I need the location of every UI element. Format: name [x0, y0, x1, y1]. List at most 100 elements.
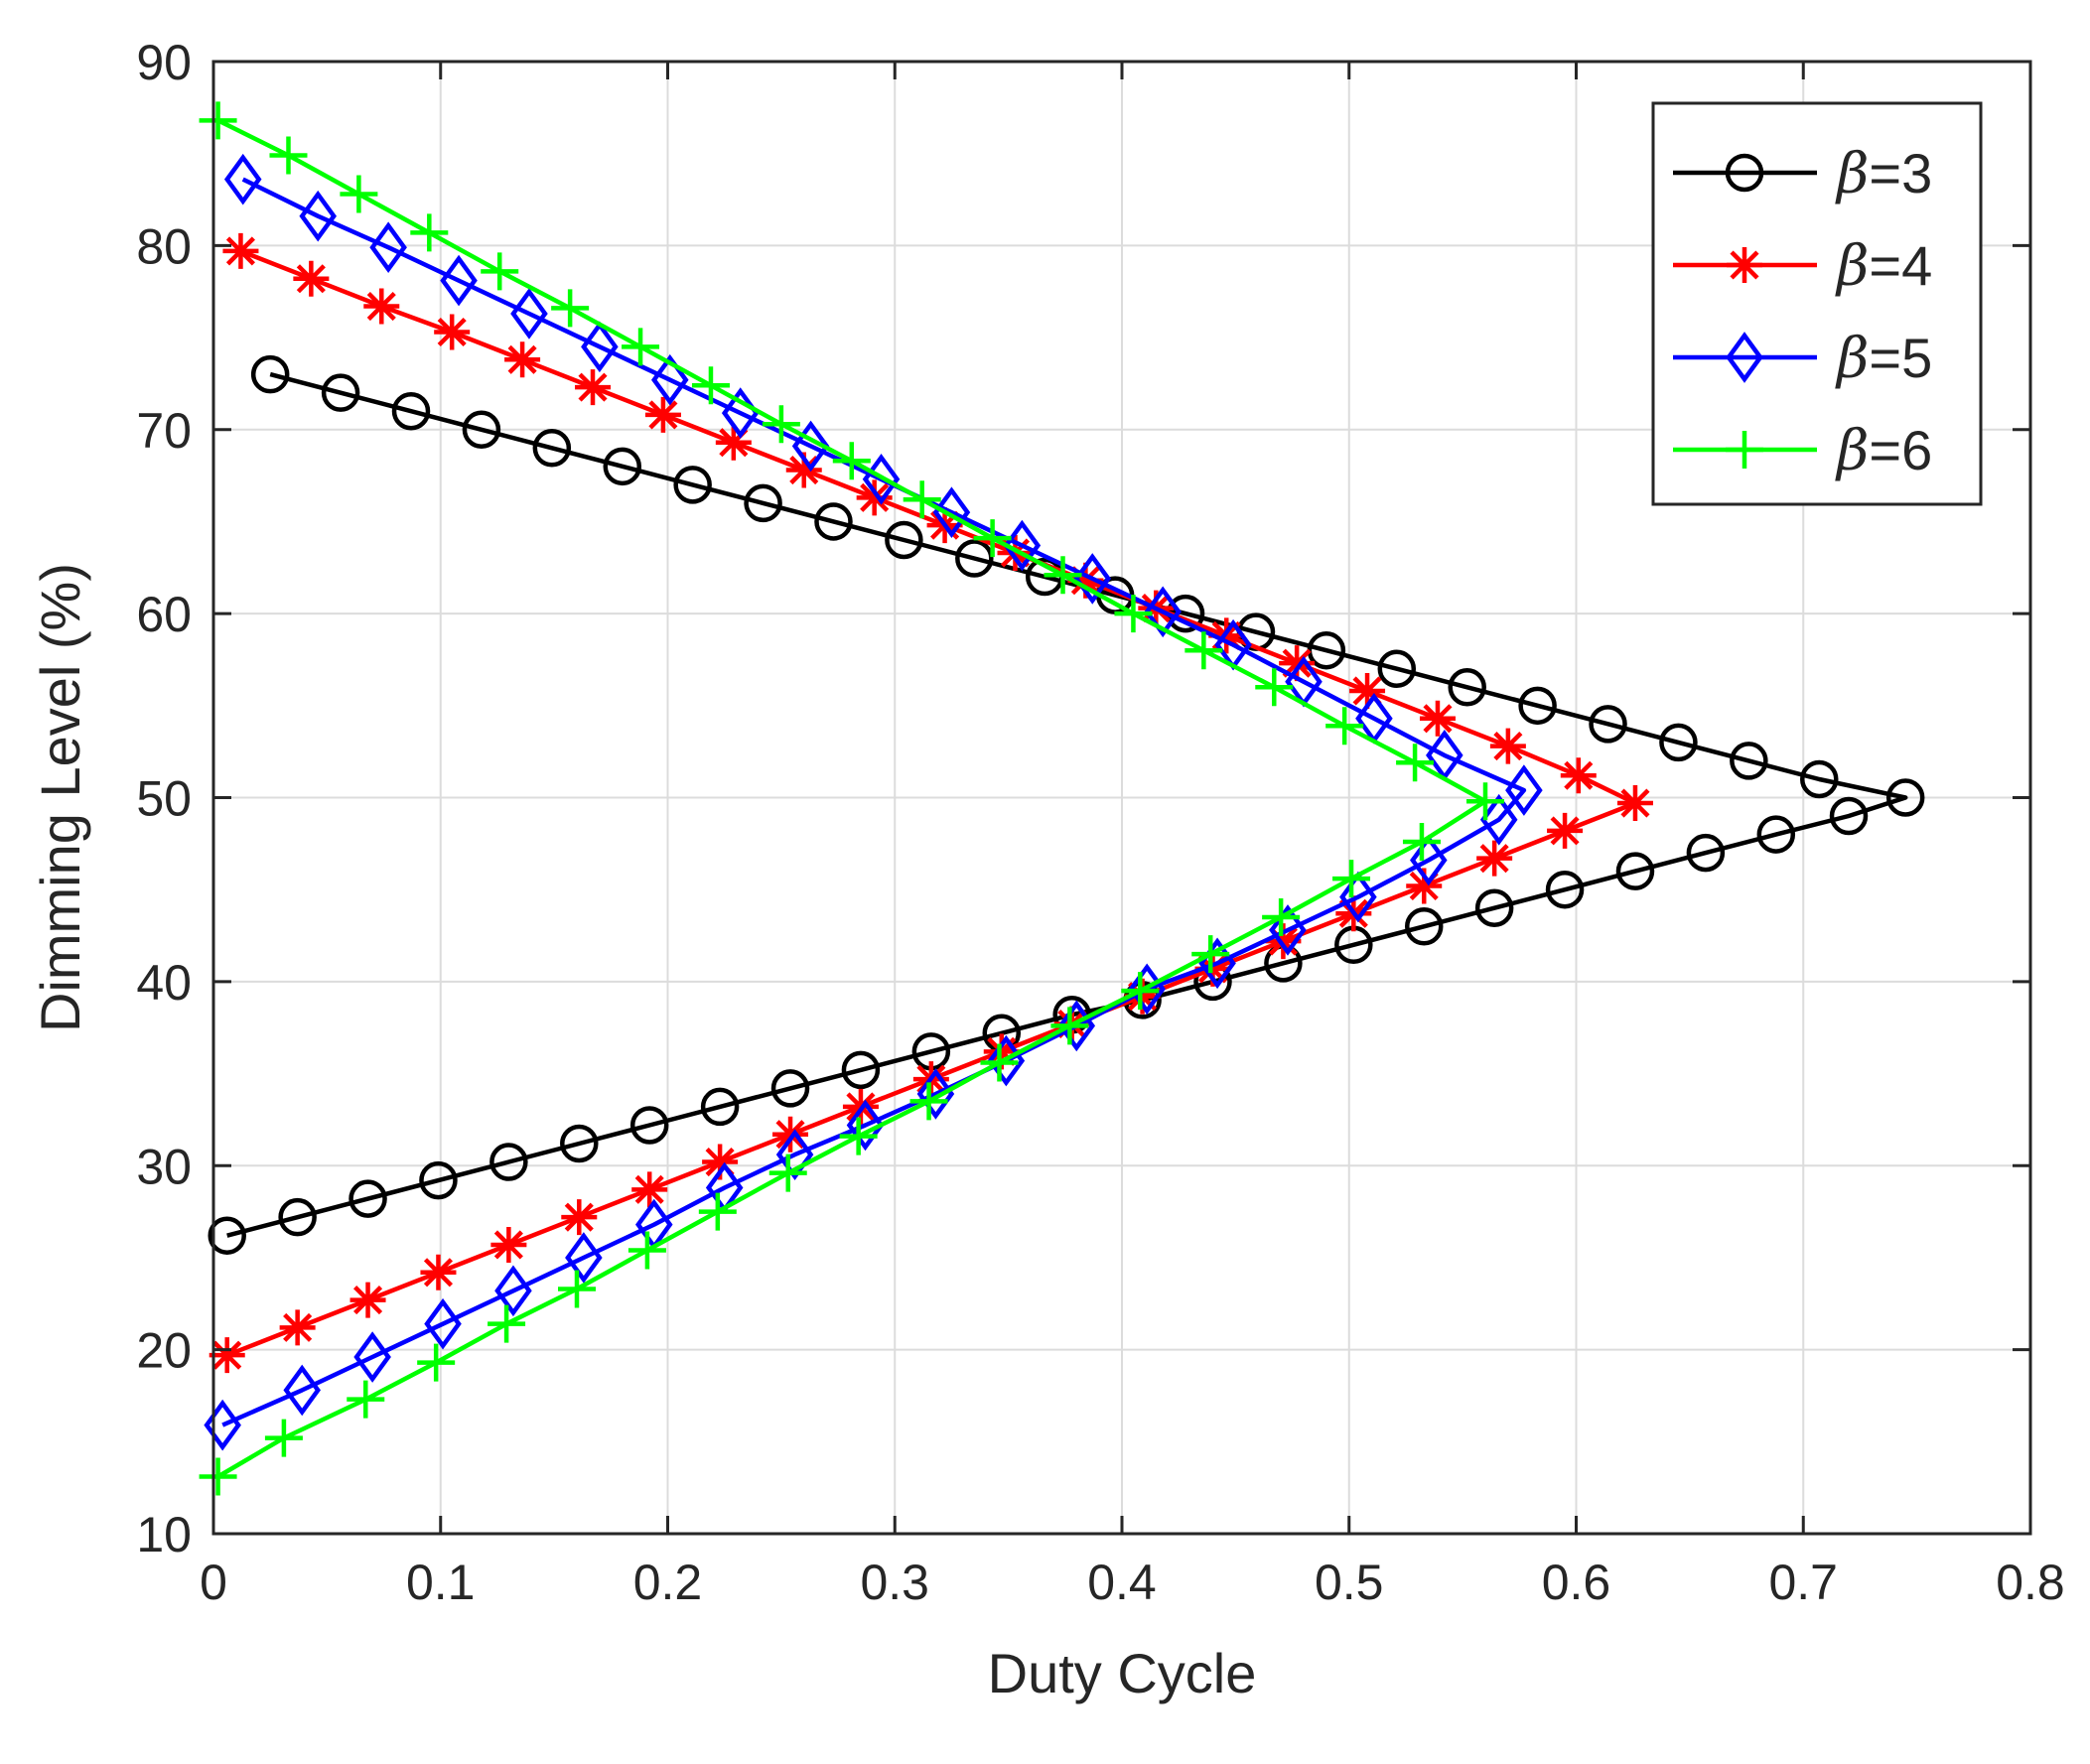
data-point — [698, 1192, 737, 1231]
data-point — [1466, 782, 1504, 821]
data-point — [481, 252, 519, 291]
data-point — [791, 420, 830, 473]
x-tick-label: 0.8 — [1996, 1555, 2065, 1610]
data-point — [983, 1033, 1020, 1070]
series-beta-6 — [199, 101, 1504, 1496]
x-tick-label: 0.2 — [633, 1555, 703, 1610]
data-point — [856, 479, 893, 516]
series-line — [226, 371, 1908, 1238]
data-point — [269, 136, 308, 175]
data-point — [279, 1309, 316, 1346]
data-point — [204, 1399, 241, 1451]
y-axis-title: Dimming Level (%) — [29, 563, 91, 1032]
data-point — [1067, 562, 1104, 599]
x-tick-label: 0.1 — [406, 1555, 476, 1610]
data-point — [1756, 815, 1796, 854]
data-point — [321, 373, 360, 412]
data-point — [1725, 153, 1764, 193]
data-point — [1505, 764, 1543, 816]
data-point — [223, 153, 262, 205]
data-point — [1184, 631, 1223, 670]
data-point — [1448, 668, 1486, 707]
data-point — [1194, 950, 1231, 987]
data-point — [347, 1380, 385, 1419]
data-point — [348, 1179, 387, 1218]
data-point — [1615, 852, 1655, 890]
data-point — [702, 1144, 739, 1180]
data-point — [222, 232, 259, 269]
data-point — [909, 1082, 948, 1121]
data-point — [631, 1171, 668, 1208]
data-point — [299, 190, 338, 242]
x-tick-label: 0.5 — [1315, 1555, 1384, 1610]
y-tick-label: 20 — [136, 1323, 192, 1379]
x-tick-label: 0.6 — [1542, 1555, 1611, 1610]
data-point — [1255, 668, 1294, 707]
y-tick-label: 50 — [136, 771, 192, 827]
data-point — [510, 288, 548, 339]
legend-label-symbol: β — [1835, 327, 1869, 391]
data-point — [1325, 707, 1364, 746]
data-point — [997, 534, 1034, 571]
data-point — [770, 1069, 810, 1108]
data-point — [932, 486, 971, 538]
x-axis-title: Duty Cycle — [988, 1642, 1257, 1704]
data-point — [980, 1043, 1019, 1082]
data-point — [1332, 860, 1371, 898]
series-beta-3 — [208, 354, 1925, 1255]
data-point — [293, 260, 330, 297]
data-point — [691, 366, 730, 405]
data-point — [560, 1124, 599, 1163]
data-point — [1279, 645, 1316, 682]
legend-label-value: =5 — [1869, 327, 1932, 389]
data-point — [1269, 904, 1307, 956]
data-point — [1686, 833, 1726, 873]
legend-entry-beta-3: β=3 — [1673, 142, 1932, 206]
data-point — [209, 1337, 245, 1374]
data-point — [1410, 834, 1448, 886]
data-point — [762, 405, 800, 444]
data-point — [1073, 553, 1112, 605]
legend: β=3β=4β=5β=6 — [1651, 101, 1983, 506]
data-point — [622, 328, 660, 366]
data-point — [1044, 556, 1082, 595]
data-point — [700, 1087, 740, 1127]
data-point — [1829, 796, 1869, 836]
data-point — [264, 1419, 303, 1457]
legend-box — [1651, 101, 1983, 506]
data-point — [532, 429, 572, 468]
data-point — [832, 442, 871, 480]
data-point — [846, 1099, 885, 1152]
legend-entry-beta-5: β=5 — [1673, 327, 1932, 391]
data-point — [278, 1197, 317, 1237]
data-point — [814, 502, 853, 541]
data-point — [1479, 793, 1518, 846]
data-point — [1050, 1007, 1089, 1045]
data-point — [504, 341, 541, 378]
data-point — [839, 1117, 878, 1155]
data-point — [1124, 978, 1161, 1015]
data-point — [250, 354, 290, 394]
data-point — [885, 520, 923, 560]
legend-label-value: =3 — [1869, 142, 1932, 204]
data-point — [673, 466, 712, 504]
data-point — [1262, 897, 1301, 936]
data-point — [565, 1232, 603, 1284]
data-point — [1589, 705, 1627, 744]
data-point — [283, 1364, 321, 1417]
axes: 0 0.1 0.2 0.3 0.4 0.5 0.6 0.7 0.8 10 20 30 40 50 60 70 8… — [136, 35, 2064, 1610]
x-tick-label: 0 — [200, 1555, 227, 1610]
data-point — [353, 1331, 391, 1383]
y-tick-label: 80 — [136, 218, 192, 274]
data-point — [363, 288, 400, 325]
data-point — [581, 321, 619, 373]
data-point — [462, 410, 501, 449]
data-point — [419, 1160, 458, 1200]
data-point — [1419, 700, 1456, 737]
data-point — [955, 539, 994, 578]
data-point — [1616, 785, 1653, 822]
data-point — [1144, 586, 1182, 638]
data-point — [1885, 778, 1925, 817]
legend-entry-beta-6: β=6 — [1673, 419, 1932, 483]
